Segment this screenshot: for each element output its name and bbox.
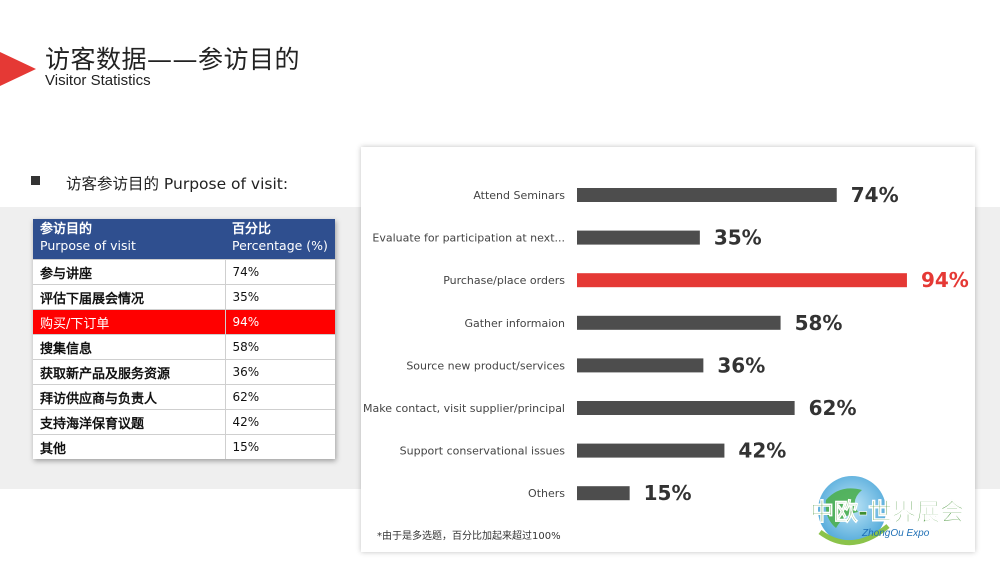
category-label: Support conservational issues	[400, 445, 566, 458]
category-label: Attend Seminars	[473, 189, 565, 202]
purpose-cell: 参与讲座	[33, 259, 226, 285]
section-heading: 访客参访目的 Purpose of visit:	[66, 175, 289, 193]
table-header-purpose: 参访目的 Purpose of visit	[33, 219, 225, 260]
value-label: 36%	[717, 353, 765, 377]
value-label: 15%	[644, 481, 692, 505]
page-subtitle: Visitor Statistics	[45, 72, 151, 89]
purpose-cell: 购买/下订单	[33, 309, 226, 335]
logo-text-en: ZhongOu Expo	[861, 528, 930, 539]
value-label: 74%	[851, 183, 899, 207]
purpose-cell: 支持海洋保育议题	[33, 409, 226, 435]
category-label: Gather informaion	[464, 317, 565, 330]
table-row: 评估下届展会情况 35%	[33, 284, 335, 310]
percentage-cell: 42%	[225, 409, 335, 435]
value-label: 35%	[714, 226, 762, 250]
table-row-highlighted: 购买/下订单 94%	[33, 309, 335, 335]
bar	[577, 401, 795, 415]
percentage-cell: 62%	[225, 384, 335, 410]
header-purpose-en: Purpose of visit	[40, 238, 136, 253]
table-row: 支持海洋保育议题 42%	[33, 409, 335, 435]
purpose-cell: 搜集信息	[33, 334, 226, 360]
table-row: 拜访供应商与负责人 62%	[33, 384, 335, 410]
value-label: 58%	[795, 311, 843, 335]
purpose-cell: 获取新产品及服务资源	[33, 359, 226, 385]
table-row: 搜集信息 58%	[33, 334, 335, 360]
header-percentage-en: Percentage (%)	[232, 238, 328, 253]
value-label: 62%	[809, 396, 857, 420]
table-header-row: 参访目的 Purpose of visit 百分比 Percentage (%)	[33, 219, 335, 260]
percentage-cell: 35%	[225, 284, 335, 310]
percentage-cell: 58%	[225, 334, 335, 360]
table-header-percentage: 百分比 Percentage (%)	[225, 219, 335, 260]
purpose-cell: 其他	[33, 434, 226, 459]
value-label: 94%	[921, 268, 969, 292]
value-label: 42%	[738, 439, 786, 463]
bar	[577, 486, 630, 501]
table-row: 其他 15%	[33, 434, 335, 459]
category-label: Purchase/place orders	[443, 274, 565, 287]
percentage-cell: 94%	[225, 309, 335, 335]
bar	[577, 273, 907, 288]
bar-chart: Attend Seminars 74% Evaluate for participa…	[363, 183, 969, 505]
purpose-cell: 拜访供应商与负责人	[33, 384, 226, 410]
logo-text-cn: 中欧-世界展会	[810, 498, 964, 526]
zhongou-expo-logo: 中欧-世界展会 ZhongOu Expo	[810, 476, 964, 546]
category-label: Source new product/services	[406, 359, 565, 372]
table-row: 参与讲座 74%	[33, 259, 335, 285]
bar	[577, 315, 781, 330]
purpose-table: 参访目的 Purpose of visit 百分比 Percentage (%)…	[33, 219, 335, 459]
table-row: 获取新产品及服务资源 36%	[33, 359, 335, 385]
category-label: Make contact, visit supplier/principal	[363, 402, 565, 415]
title-arrow-icon	[0, 52, 36, 86]
category-label: Evaluate for participation at next...	[372, 232, 565, 245]
bar	[577, 443, 725, 458]
header-percentage-cn: 百分比	[232, 222, 272, 237]
category-label: Others	[528, 487, 565, 500]
header-purpose-cn: 参访目的	[40, 222, 93, 237]
bar	[577, 188, 837, 202]
bullet-square-icon	[31, 176, 40, 185]
bar	[577, 358, 704, 373]
percentage-cell: 15%	[225, 434, 335, 459]
chart-panel: Attend Seminars 74% Evaluate for participa…	[361, 147, 975, 552]
footnote: *由于是多选题，百分比加起来超过100%	[377, 531, 561, 542]
percentage-cell: 74%	[225, 259, 335, 285]
bar	[577, 230, 700, 245]
page-title: 访客数据——参访目的	[45, 45, 301, 74]
purpose-cell: 评估下届展会情况	[33, 284, 226, 310]
percentage-cell: 36%	[225, 359, 335, 385]
